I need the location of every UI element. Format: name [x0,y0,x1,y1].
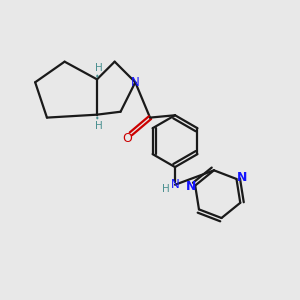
Text: H: H [94,63,102,73]
Text: N: N [171,178,179,191]
Text: N: N [237,171,247,184]
Text: N: N [131,76,140,89]
Text: H: H [94,121,102,131]
Text: H: H [162,184,170,194]
Text: N: N [186,181,196,194]
Text: O: O [122,132,132,145]
